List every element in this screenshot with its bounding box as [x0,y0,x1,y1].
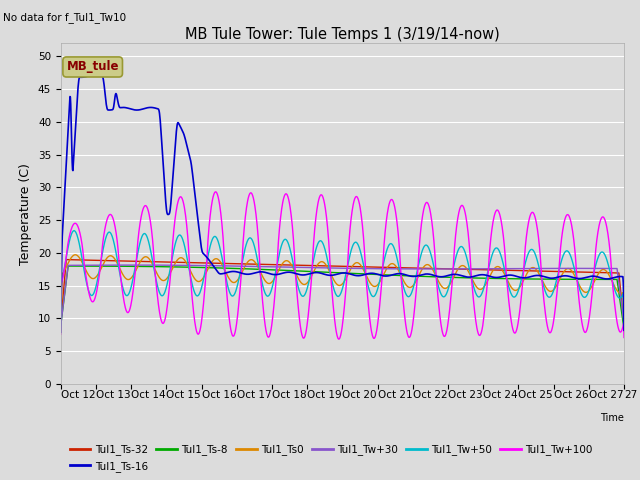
Tul1_Tw+30 [558,265,566,271]
Tul1_Ts-8 [620,326,628,332]
Tul1_Ts0 [613,288,621,293]
Tul1_Ts-32 [558,269,566,275]
Tul1_Tw+50 [620,326,628,332]
Tul1_Tw+30 [317,265,325,271]
Tul1_Tw+30 [128,262,136,268]
Tul1_Ts-32 [613,270,621,276]
Tul1_Tw+30 [476,266,483,272]
Tul1_Tw+50 [70,228,78,234]
Tul1_Ts-32 [328,263,336,269]
Tul1_Tw+100 [476,333,484,338]
Tul1_Ts-8 [64,263,72,269]
Tul1_Ts0 [317,259,325,264]
Tul1_Ts-8 [145,264,153,269]
Tul1_Tw+50 [558,256,566,262]
Tul1_Ts-16 [328,272,336,278]
Tul1_Ts-16 [57,329,65,335]
Tul1_Ts-8 [613,276,621,282]
Tul1_Tw+100 [559,230,566,236]
Y-axis label: Temperature (C): Temperature (C) [19,163,32,264]
Tul1_Ts0 [57,327,65,333]
Tul1_Ts0 [558,272,566,277]
Tul1_Ts-16 [92,72,99,78]
Tul1_Tw+50 [328,278,336,284]
Tul1_Tw+100 [57,331,65,337]
Tul1_Tw+50 [145,241,153,247]
Line: Tul1_Tw+50: Tul1_Tw+50 [61,231,624,329]
Tul1_Ts-32 [317,263,325,269]
Line: Tul1_Ts-16: Tul1_Ts-16 [61,75,624,332]
Tul1_Tw+30 [57,322,65,327]
Tul1_Tw+100 [145,210,153,216]
Tul1_Ts-8 [558,276,566,282]
Text: Time: Time [600,413,624,423]
Tul1_Ts-16 [613,274,621,280]
Tul1_Tw+50 [317,238,325,244]
Tul1_Ts-16 [558,273,566,279]
Tul1_Ts-16 [317,270,325,276]
Tul1_Tw+50 [613,293,621,299]
Text: MB_tule: MB_tule [67,60,119,73]
Tul1_Ts-32 [476,267,483,273]
Tul1_Tw+30 [145,262,153,268]
Tul1_Tw+30 [620,321,628,326]
Tul1_Tw+50 [57,322,65,327]
Tul1_Ts-8 [328,270,336,276]
Tul1_Tw+50 [476,294,483,300]
Tul1_Tw+30 [613,265,621,271]
Tul1_Tw+100 [317,192,325,198]
Tul1_Ts0 [328,274,336,279]
Line: Tul1_Ts-32: Tul1_Ts-32 [61,260,624,325]
Line: Tul1_Ts0: Tul1_Ts0 [61,255,624,330]
Tul1_Tw+100 [212,189,220,195]
Line: Tul1_Ts-8: Tul1_Ts-8 [61,266,624,329]
Tul1_Ts-32 [63,257,70,263]
Tul1_Ts0 [72,252,79,258]
Line: Tul1_Tw+100: Tul1_Tw+100 [61,192,624,339]
Tul1_Ts-16 [476,272,483,278]
Tul1_Ts-32 [620,322,628,328]
Tul1_Ts-32 [57,319,65,324]
Tul1_Tw+30 [328,265,336,271]
Title: MB Tule Tower: Tule Temps 1 (3/19/14-now): MB Tule Tower: Tule Temps 1 (3/19/14-now… [185,27,500,42]
Tul1_Tw+100 [614,321,621,327]
Legend: Tul1_Ts-32, Tul1_Ts-16, Tul1_Ts-8, Tul1_Ts0, Tul1_Tw+30, Tul1_Tw+50, Tul1_Tw+100: Tul1_Ts-32, Tul1_Ts-16, Tul1_Ts-8, Tul1_… [65,440,597,476]
Tul1_Ts-8 [476,275,483,281]
Tul1_Ts0 [145,256,153,262]
Tul1_Ts-16 [620,327,628,333]
Tul1_Tw+100 [620,335,628,340]
Tul1_Ts-32 [145,259,153,264]
Tul1_Ts0 [476,287,483,292]
Tul1_Ts-8 [57,322,65,328]
Text: No data for f_Tul1_Tw10: No data for f_Tul1_Tw10 [3,12,126,23]
Tul1_Ts0 [620,324,628,330]
Tul1_Tw+100 [328,288,336,294]
Tul1_Ts-16 [145,105,153,110]
Tul1_Tw+100 [335,336,343,342]
Line: Tul1_Tw+30: Tul1_Tw+30 [61,265,624,324]
Tul1_Ts-8 [317,269,325,275]
